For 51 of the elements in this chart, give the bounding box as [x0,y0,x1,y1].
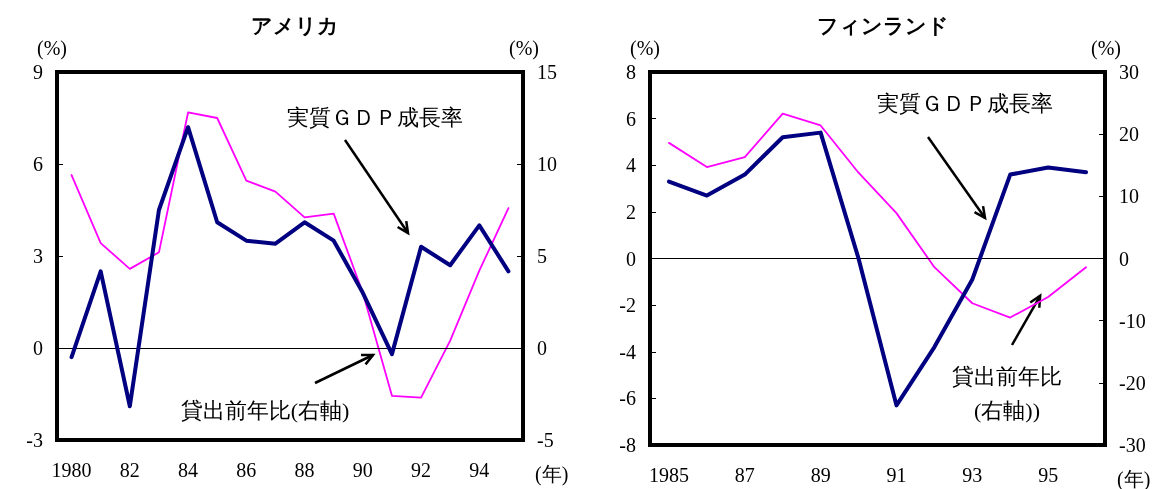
y-tick-label: -4 [619,340,636,363]
y2-tick-label: 5 [537,245,547,267]
x-axis-title: (年) [535,463,569,486]
y2-tick-label: 10 [537,153,557,175]
x-tick-label: 90 [352,459,373,481]
y-tick-label: 6 [33,153,43,175]
x-tick-label: 82 [119,459,140,481]
x-tick-label: 92 [411,459,432,481]
chart-title: フィンランド [816,13,949,38]
x-tick-label: 1980 [51,459,92,481]
annotation: 貸出前年比(右軸) [180,397,350,423]
x-tick-label: 1985 [648,464,689,486]
y-tick-label: 6 [626,107,636,130]
x-tick-label: 89 [810,464,831,486]
x-tick-label: 93 [962,464,983,486]
x-tick-label: 84 [178,459,199,481]
y2-tick-label: 0 [537,337,547,359]
y-tick-label: 0 [626,247,636,270]
y-tick-label: 4 [626,154,636,177]
y2-tick-label: 15 [537,61,557,83]
y2-tick-label: 0 [1119,247,1129,270]
x-tick-label: 91 [886,464,907,486]
annotation: 実質ＧＤＰ成長率 [287,104,463,130]
chart-title: アメリカ [251,13,339,38]
y-tick-label: 2 [626,200,636,223]
y2-tick-label: -30 [1119,434,1146,456]
x-tick-label: 86 [236,459,257,481]
y2-tick-label: 20 [1119,123,1139,146]
x-tick-label: 87 [734,464,755,486]
y2-tick-label: -10 [1119,309,1146,332]
y-tick-label: 8 [626,61,636,83]
y-tick-label: -6 [619,387,636,410]
annotation: 貸出前年比(右軸)) [952,363,1062,423]
y-tick-label: 9 [33,61,43,83]
y2-axis-title: (%) [1091,37,1121,60]
y2-tick-label: 10 [1119,185,1139,208]
y-tick-label: -3 [26,429,43,451]
y-axis-title: (%) [630,37,660,60]
x-tick-label: 95 [1038,464,1059,486]
y2-tick-label: -5 [537,429,554,451]
annotation: 実質ＧＤＰ成長率 [877,90,1053,116]
x-tick-label: 94 [469,459,490,481]
y-tick-label: -8 [619,434,636,456]
y-tick-label: -2 [619,294,636,317]
y2-axis-title: (%) [509,37,539,60]
y-tick-label: 0 [33,337,43,359]
y-axis-title: (%) [37,37,67,60]
y2-tick-label: -20 [1119,371,1146,394]
y2-tick-label: 30 [1119,61,1139,83]
y-tick-label: 3 [33,245,43,267]
x-tick-label: 88 [294,459,315,481]
